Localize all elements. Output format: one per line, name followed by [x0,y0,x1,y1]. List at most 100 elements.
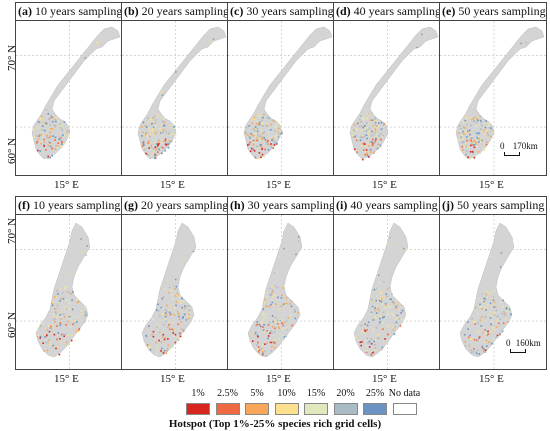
hotspot-cell [386,295,388,298]
hotspot-cell [61,141,63,143]
hotspot-cell [49,156,51,159]
hotspot-cell [469,117,472,119]
hotspot-cell [501,331,503,333]
hotspot-cell [256,321,259,323]
hotspot-cell [182,268,184,270]
hotspot-cell [461,135,464,138]
hotspot-cell [64,286,67,288]
hotspot-cell [53,333,56,336]
hotspot-cell [39,337,41,339]
hotspot-cell [361,136,364,139]
hotspot-cell [271,289,274,292]
hotspot-cell [479,140,482,142]
hotspot-cell [252,340,254,342]
hotspot-cell [489,310,492,313]
hotspot-cell [149,145,151,148]
hotspot-cell [258,346,260,348]
hotspot-cell [73,321,76,324]
hotspot-cell [275,136,277,139]
hotspot-cell [380,121,383,124]
hotspot-cell [367,152,369,155]
hotspot-cell [474,323,476,325]
hotspot-cell [51,154,53,157]
hotspot-cell [247,144,249,146]
hotspot-cell [158,339,160,342]
hotspot-cell [150,146,152,148]
panel-title-a: (a) 10 years sampling [16,3,121,21]
hotspot-cell [56,316,58,319]
hotspot-cell [167,143,170,145]
hotspot-cell [393,333,396,335]
hotspot-cell [356,137,358,140]
hotspot-cell [387,333,389,336]
legend-label: 20% [336,388,355,399]
hotspot-cell [388,299,391,301]
hotspot-cell [475,309,477,312]
legend-label: 1% [191,388,205,399]
hotspot-cell [499,301,502,303]
hotspot-cell [478,336,481,338]
hotspot-cell [46,134,48,137]
hotspot-cell [356,151,359,153]
hotspot-cell [256,323,258,326]
hotspot-cell [280,248,282,250]
hotspot-cell [459,130,462,132]
hotspot-cell [502,330,504,332]
hotspot-cell [162,352,165,354]
hotspot-cells [36,225,88,358]
hotspot-cells [463,241,514,355]
lon-label-a: 15° E [54,179,79,191]
hotspot-cell [283,285,285,288]
hotspot-cell [470,349,472,352]
panel-letter: (b) [124,4,139,18]
hotspot-cell [152,148,155,150]
legend-label: No data [388,388,421,399]
hotspot-cell [380,133,382,135]
hotspot-cells [355,236,407,356]
hotspot-cell [378,282,380,284]
hotspot-cell [173,313,176,316]
hotspot-cell [256,130,259,133]
hotspot-cell [86,245,88,247]
hotspot-cell [85,254,87,256]
sweden-map [228,215,333,369]
hotspot-cell [149,147,152,150]
hotspot-cell [366,152,369,154]
hotspot-cell [61,129,63,132]
hotspot-cell [401,304,403,307]
hotspot-cell [250,119,253,121]
hotspot-cell [259,144,261,147]
hotspot-cell [56,304,59,307]
hotspot-cell [262,354,264,356]
hotspot-cell [274,130,276,132]
hotspot-cell [364,131,366,133]
hotspot-cell [503,314,506,317]
hotspot-cell [470,136,473,138]
hotspot-cell [370,311,373,314]
hotspot-cell [371,299,373,301]
hotspot-cell [473,120,475,123]
hotspot-cell [40,140,43,143]
hotspot-cell [173,127,175,130]
hotspot-cell [475,144,478,146]
hotspot-cell [167,146,170,149]
hotspot-cell [177,339,180,342]
hotspot-cell [476,339,478,342]
hotspot-cell [278,338,280,340]
hotspot-cell [161,90,164,92]
hotspot-cell [177,312,180,315]
hotspot-cell [161,141,163,144]
hotspot-cell [258,124,261,126]
hotspot-cell [78,329,80,331]
hotspot-cell [266,330,268,332]
hotspot-cell [65,324,67,326]
hotspot-cell [192,250,195,253]
hotspot-cell [258,323,261,326]
hotspot-cell [507,308,509,310]
panel-title-text: 20 years sampling [141,4,228,18]
hotspot-cell [256,127,259,130]
panel-title-f: (f) 10 years sampling [16,197,121,215]
legend-label: 10% [277,388,296,399]
hotspot-cell [282,287,284,289]
hotspot-cell [280,319,283,321]
